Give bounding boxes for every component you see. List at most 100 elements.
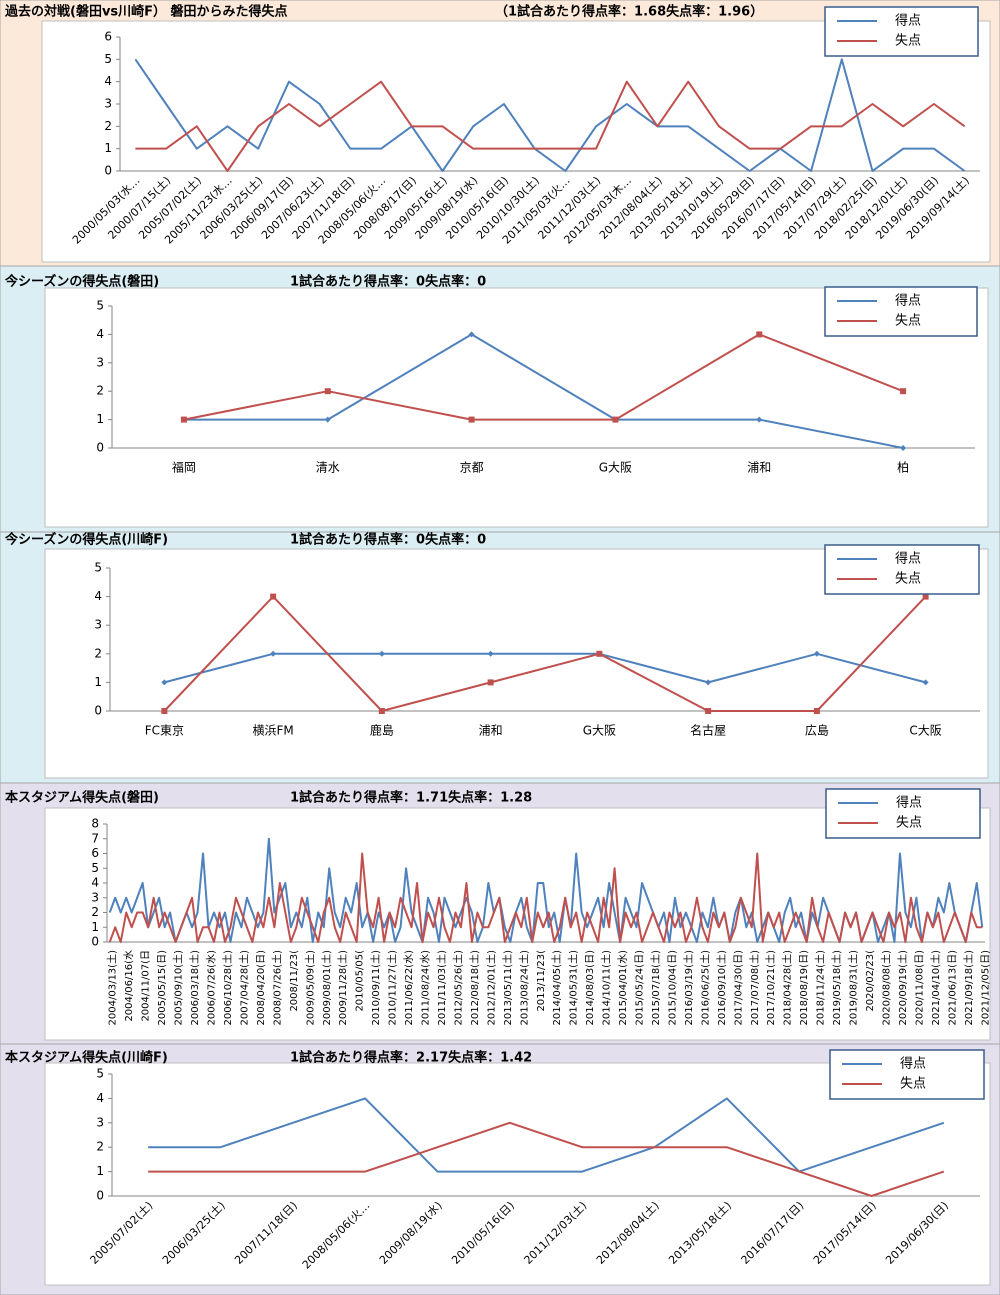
y-tick-label: 3 <box>96 1115 104 1129</box>
y-tick-label: 4 <box>94 589 102 603</box>
x-tick-label: 2014/08/03(日) <box>585 950 596 1026</box>
y-tick-label: 4 <box>96 327 104 341</box>
chart-subtitle: 1試合あたり得点率：0失点率：0 <box>290 532 486 548</box>
y-tick-label: 2 <box>96 1140 104 1154</box>
y-tick-label: 0 <box>104 164 112 178</box>
legend-label: 失点 <box>896 816 922 831</box>
y-tick-label: 4 <box>104 74 112 88</box>
x-tick-label: 2020/08/08(土) <box>879 950 892 1026</box>
x-tick-label: 京都 <box>460 461 484 475</box>
point-marker <box>378 708 385 714</box>
x-tick-label: 2004/03/13(土) <box>106 950 119 1026</box>
legend-label: 失点 <box>895 314 921 329</box>
y-tick-label: 3 <box>104 97 112 111</box>
x-tick-label: 浦和 <box>747 461 771 475</box>
chart-subtitle: 1試合あたり得点率：2.17失点率：1.42 <box>290 1050 532 1066</box>
x-tick-label: G大阪 <box>583 724 616 738</box>
x-tick-label: 2006/10/28(土) <box>221 950 234 1026</box>
y-tick-label: 5 <box>104 52 112 66</box>
x-tick-label: 2009/08/01(土) <box>320 950 333 1026</box>
point-marker <box>813 708 820 714</box>
point-marker <box>612 416 619 423</box>
y-tick-label: 5 <box>96 299 104 313</box>
x-tick-label: 2010/05/05( <box>355 950 366 1012</box>
x-tick-label: FC東京 <box>145 724 184 738</box>
x-tick-label: 2018/08/19(日) <box>799 950 810 1026</box>
point-marker <box>324 416 331 423</box>
x-tick-label: 2010/11/27(土) <box>386 950 399 1026</box>
y-tick-label: 3 <box>94 618 102 632</box>
x-tick-label: 鹿島 <box>370 723 394 738</box>
x-tick-label: 2013/08/24(土) <box>517 950 530 1026</box>
series-line <box>135 80 966 172</box>
x-tick-label: 2021/06/13(日) <box>947 950 958 1026</box>
chart-title: 過去の対戦(磐田vs川崎F） 磐田からみた得失点 <box>4 4 288 20</box>
x-tick-label: 2009/05/09(土) <box>303 950 316 1026</box>
y-tick-label: 5 <box>96 1067 104 1081</box>
legend-label: 得点 <box>896 795 922 811</box>
legend-label: 失点 <box>895 34 921 49</box>
y-tick-label: 0 <box>91 935 99 949</box>
x-tick-label: 2021/12/05(日) <box>980 950 991 1026</box>
point-marker <box>756 416 763 423</box>
x-tick-label: 2008/07/26(土) <box>270 950 283 1026</box>
point-marker <box>487 650 494 657</box>
y-tick-label: 7 <box>91 831 99 845</box>
x-tick-label: 2013/05/11(土) <box>501 950 514 1026</box>
point-marker <box>900 445 907 451</box>
y-tick-label: 0 <box>96 1189 104 1203</box>
series-line <box>108 852 983 943</box>
y-tick-label: 2 <box>94 646 102 660</box>
x-tick-label: 2018/11/24(土) <box>814 950 827 1026</box>
x-tick-label: 2014/10/11(土) <box>600 950 613 1026</box>
x-tick-label: 2004/11/07(日 <box>141 950 152 1022</box>
y-tick-label: 1 <box>104 141 112 155</box>
x-tick-label: 2014/04/05(土) <box>550 950 563 1026</box>
series-line <box>148 1097 945 1173</box>
x-tick-label: 2017/04/30(日) <box>733 950 744 1026</box>
point-marker <box>596 650 603 657</box>
point-marker <box>180 416 187 423</box>
legend-label: 失点 <box>895 572 921 587</box>
point-marker <box>161 679 168 686</box>
series-line <box>183 333 904 449</box>
x-tick-label: 清水 <box>316 461 340 475</box>
x-tick-label: 2021/04/10(土) <box>929 950 942 1026</box>
chart-subtitle: 1試合あたり得点率：1.71失点率：1.28 <box>290 790 532 806</box>
legend-box <box>825 788 981 839</box>
y-tick-label: 5 <box>91 861 99 875</box>
x-tick-label: 2012/05/26(土) <box>451 950 464 1026</box>
point-marker <box>900 388 907 395</box>
y-tick-label: 0 <box>96 441 104 455</box>
point-marker <box>270 650 277 657</box>
chart-title: 今シーズンの得失点(川崎F) <box>4 532 168 548</box>
y-tick-label: 6 <box>104 30 112 44</box>
chart-subtitle: （1試合あたり得点率：1.68失点率：1.96） <box>495 4 763 20</box>
y-tick-label: 1 <box>91 920 99 934</box>
x-tick-label: 2012/08/18(土) <box>468 950 481 1026</box>
x-tick-label: 2017/07/08(土) <box>748 950 761 1026</box>
x-tick-label: 2021/09/18(土) <box>962 950 975 1026</box>
chart-area <box>41 20 991 263</box>
legend-label: 得点 <box>895 551 921 567</box>
legend-box <box>824 544 980 595</box>
x-tick-label: 2011/08/24(水) <box>420 950 432 1026</box>
chart-subtitle: 1試合あたり得点率：0失点率：0 <box>290 274 486 290</box>
x-tick-label: 2019/08/31(土) <box>847 950 860 1026</box>
x-tick-label: 2005/09/10(土) <box>172 950 185 1026</box>
x-tick-label: 2020/09/19(土) <box>896 950 909 1026</box>
x-tick-label: 2015/04/01(水) <box>617 950 629 1026</box>
point-marker <box>378 650 385 657</box>
y-tick-label: 6 <box>91 846 99 860</box>
x-tick-label: 2005/05/15(日) <box>157 950 168 1026</box>
x-tick-label: 2011/06/22(水) <box>403 950 415 1026</box>
point-marker <box>161 708 168 714</box>
y-tick-label: 1 <box>96 412 104 426</box>
point-marker <box>468 416 475 423</box>
point-marker <box>922 679 929 686</box>
x-tick-label: 2014/05/31(土) <box>567 950 580 1026</box>
x-tick-label: G大阪 <box>599 461 632 475</box>
point-marker <box>705 679 712 686</box>
y-tick-label: 3 <box>91 890 99 904</box>
